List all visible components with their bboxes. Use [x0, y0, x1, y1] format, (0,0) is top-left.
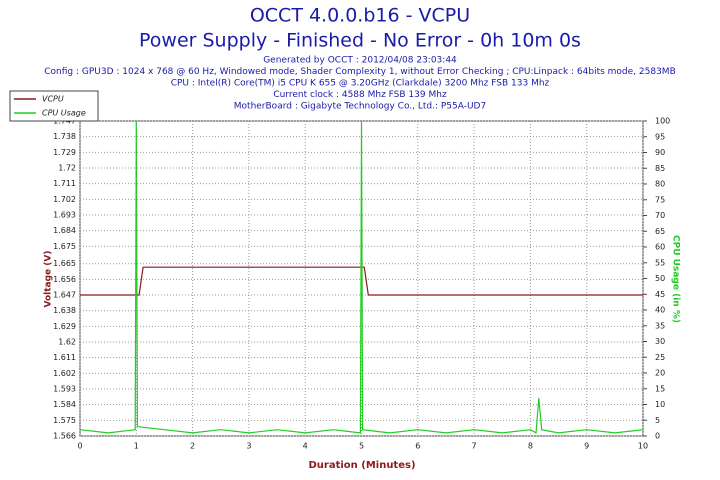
x-tick-label: 7	[472, 442, 477, 451]
info-line: Config : GPU3D : 1024 x 768 @ 60 Hz, Win…	[44, 67, 676, 77]
info-line: Generated by OCCT : 2012/04/08 23:03:44	[263, 56, 457, 66]
y2-tick-label: 75	[655, 195, 665, 204]
y2-tick-label: 20	[655, 369, 665, 378]
y2-tick-label: 85	[655, 164, 665, 173]
y2-tick-label: 30	[655, 337, 665, 346]
y2-tick-label: 70	[655, 211, 665, 220]
x-tick-label: 10	[638, 442, 648, 451]
chart-title: OCCT 4.0.0.b16 - VCPU	[250, 5, 470, 27]
x-tick-label: 8	[528, 442, 533, 451]
y2-tick-label: 25	[655, 353, 665, 362]
y2-tick-label: 65	[655, 227, 665, 236]
x-tick-label: 3	[246, 442, 251, 451]
y2-tick-label: 15	[655, 384, 665, 393]
y2-tick-label: 60	[655, 243, 665, 252]
y2-tick-label: 40	[655, 306, 665, 315]
x-tick-label: 0	[77, 442, 82, 451]
y2-tick-label: 0	[655, 432, 660, 441]
info-line: MotherBoard : Gigabyte Technology Co., L…	[234, 102, 486, 112]
y2-axis-label: CPU Usage (in %)	[671, 235, 681, 323]
y-tick-label: 1.611	[53, 353, 76, 362]
y-tick-label: 1.711	[53, 179, 76, 188]
y-tick-label: 1.638	[53, 306, 76, 315]
legend-label: CPU Usage	[42, 109, 86, 118]
y-tick-label: 1.656	[53, 275, 76, 284]
y-axis-label: Voltage (V)	[44, 251, 54, 308]
y-tick-label: 1.566	[53, 432, 76, 441]
x-tick-label: 5	[359, 442, 364, 451]
x-tick-label: 6	[415, 442, 420, 451]
series-line	[80, 266, 643, 296]
chart-subtitle: Power Supply - Finished - No Error - 0h …	[139, 30, 581, 52]
legend-label: VCPU	[42, 95, 64, 104]
y-tick-label: 1.593	[53, 385, 76, 394]
y-tick-label: 1.729	[53, 148, 76, 157]
y2-tick-label: 55	[655, 258, 665, 267]
x-tick-label: 1	[134, 442, 139, 451]
legend-box	[9, 90, 99, 122]
x-tick-label: 9	[584, 442, 589, 451]
y-tick-label: 1.665	[53, 259, 76, 268]
y2-tick-label: 80	[655, 180, 665, 189]
y-tick-label: 1.693	[53, 210, 76, 219]
y2-tick-label: 45	[655, 290, 665, 299]
y-tick-label: 1.602	[53, 369, 76, 378]
y2-tick-label: 35	[655, 321, 665, 330]
y2-tick-label: 95	[655, 132, 665, 141]
y-tick-label: 1.684	[53, 226, 76, 235]
x-axis-label: Duration (Minutes)	[308, 460, 415, 471]
y-tick-label: 1.62	[58, 338, 76, 347]
y2-tick-label: 90	[655, 148, 665, 157]
y-tick-label: 1.675	[53, 242, 76, 251]
y-tick-label: 1.72	[58, 163, 76, 172]
x-tick-label: 2	[190, 442, 195, 451]
x-tick-label: 4	[303, 442, 308, 451]
series-line	[79, 120, 644, 434]
info-line: Current clock : 4588 Mhz FSB 139 Mhz	[273, 90, 447, 100]
y-tick-label: 1.575	[53, 416, 76, 425]
y-tick-label: 1.584	[53, 400, 76, 409]
y2-tick-label: 10	[655, 400, 665, 409]
y-tick-label: 1.702	[53, 195, 76, 204]
y-tick-label: 1.647	[53, 291, 76, 300]
y-tick-label: 1.738	[53, 132, 76, 141]
y2-tick-label: 100	[655, 117, 670, 126]
info-line: CPU : Intel(R) Core(TM) i5 CPU K 655 @ 3…	[171, 79, 550, 89]
y2-tick-label: 5	[655, 416, 660, 425]
y2-tick-label: 50	[655, 274, 665, 283]
y-tick-label: 1.629	[53, 322, 76, 331]
